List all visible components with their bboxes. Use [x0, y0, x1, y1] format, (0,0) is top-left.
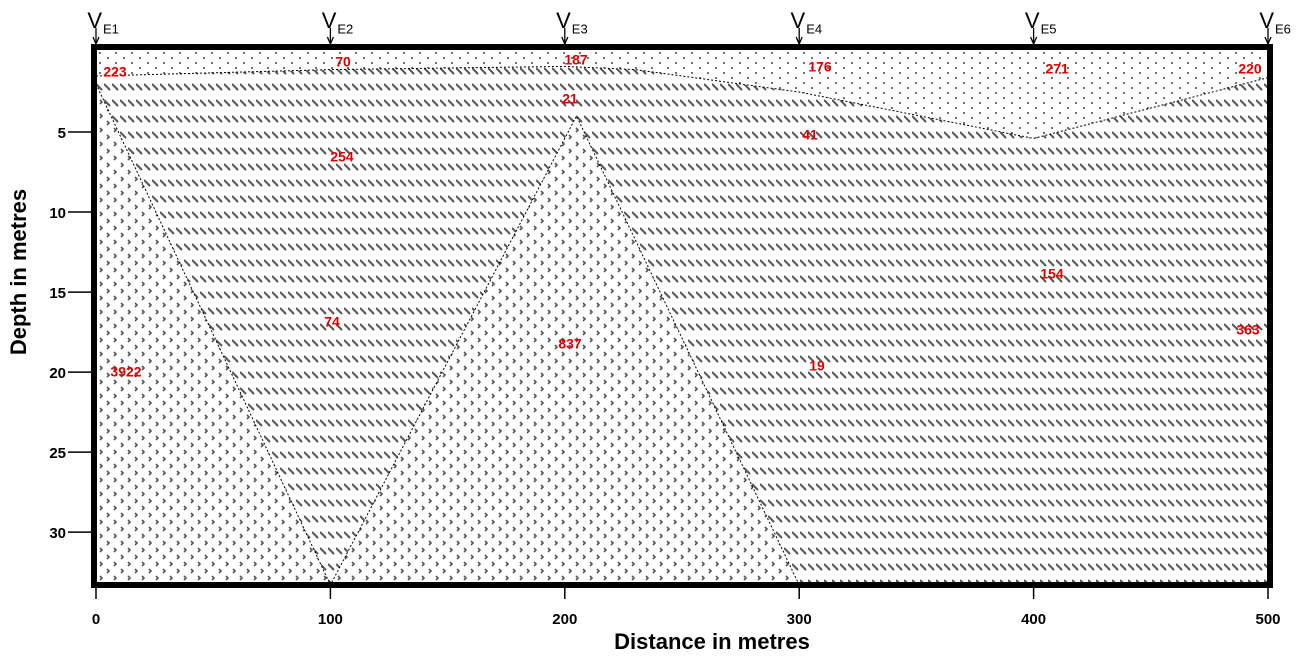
x-tick-label: 500: [1255, 611, 1280, 628]
y-tick-label: 25: [49, 445, 66, 462]
station: V E4: [791, 8, 822, 46]
resistivity-label: 837: [558, 336, 582, 352]
y-axis-title: Depth in metres: [6, 189, 31, 355]
station-name: V: [791, 8, 806, 33]
boundary-line: [95, 83, 800, 587]
station-name: V: [1025, 8, 1040, 33]
station-arrowhead: [1264, 36, 1272, 46]
resistivity-label: 74: [324, 314, 340, 330]
resistivity-label: 176: [808, 59, 832, 75]
plot-frame: [91, 44, 1273, 588]
layer-fill: [96, 84, 331, 585]
station: V E3: [556, 8, 588, 46]
station-name: V: [556, 8, 571, 33]
station: V E5: [1025, 8, 1057, 46]
station-arrowhead: [92, 36, 100, 46]
station: V E6: [1259, 8, 1291, 46]
x-tick-label: 300: [787, 611, 812, 628]
resistivity-label: 187: [564, 52, 588, 68]
x-tick-label: 400: [1021, 611, 1046, 628]
y-tick-label: 5: [58, 125, 66, 142]
resistivity-label: 3922: [110, 364, 141, 380]
station-name: V: [87, 8, 102, 33]
x-tick-label: 100: [318, 611, 343, 628]
y-tick-label: 10: [49, 205, 66, 222]
station-name: V: [322, 8, 337, 33]
resistivity-label: 363: [1236, 322, 1260, 338]
y-tick-label: 30: [49, 525, 66, 542]
resistivity-label: 254: [330, 149, 354, 165]
station-sub: E2: [337, 21, 353, 36]
resistivity-label: 70: [335, 54, 351, 70]
station-arrowhead: [326, 36, 334, 46]
resistivity-label: 220: [1238, 61, 1262, 77]
station-arrowhead: [795, 36, 803, 46]
station: V E1: [87, 8, 119, 46]
resistivity-label: 271: [1045, 61, 1069, 77]
y-tick-label: 20: [49, 365, 66, 382]
x-tick-label: 200: [552, 611, 577, 628]
station-sub: E6: [1275, 21, 1291, 36]
resistivity-label: 223: [103, 64, 127, 80]
station-arrowhead: [561, 36, 569, 46]
y-tick-label: 15: [49, 285, 66, 302]
resistivity-label: 41: [802, 127, 818, 143]
station-sub: E3: [572, 21, 588, 36]
station-sub: E4: [806, 21, 822, 36]
station: V E2: [322, 8, 353, 46]
resistivity-label: 21: [562, 91, 578, 107]
layer-fill: [330, 116, 800, 586]
resistivity-label: 19: [809, 358, 825, 374]
resistivity-label: 154: [1040, 266, 1064, 282]
station-sub: E1: [103, 21, 119, 36]
x-tick-label: 0: [92, 611, 100, 628]
station-sub: E5: [1041, 21, 1057, 36]
x-axis-title: Distance in metres: [614, 629, 810, 654]
station-arrowhead: [1030, 36, 1038, 46]
station-name: V: [1259, 8, 1274, 33]
layer-fill: [96, 47, 1268, 139]
